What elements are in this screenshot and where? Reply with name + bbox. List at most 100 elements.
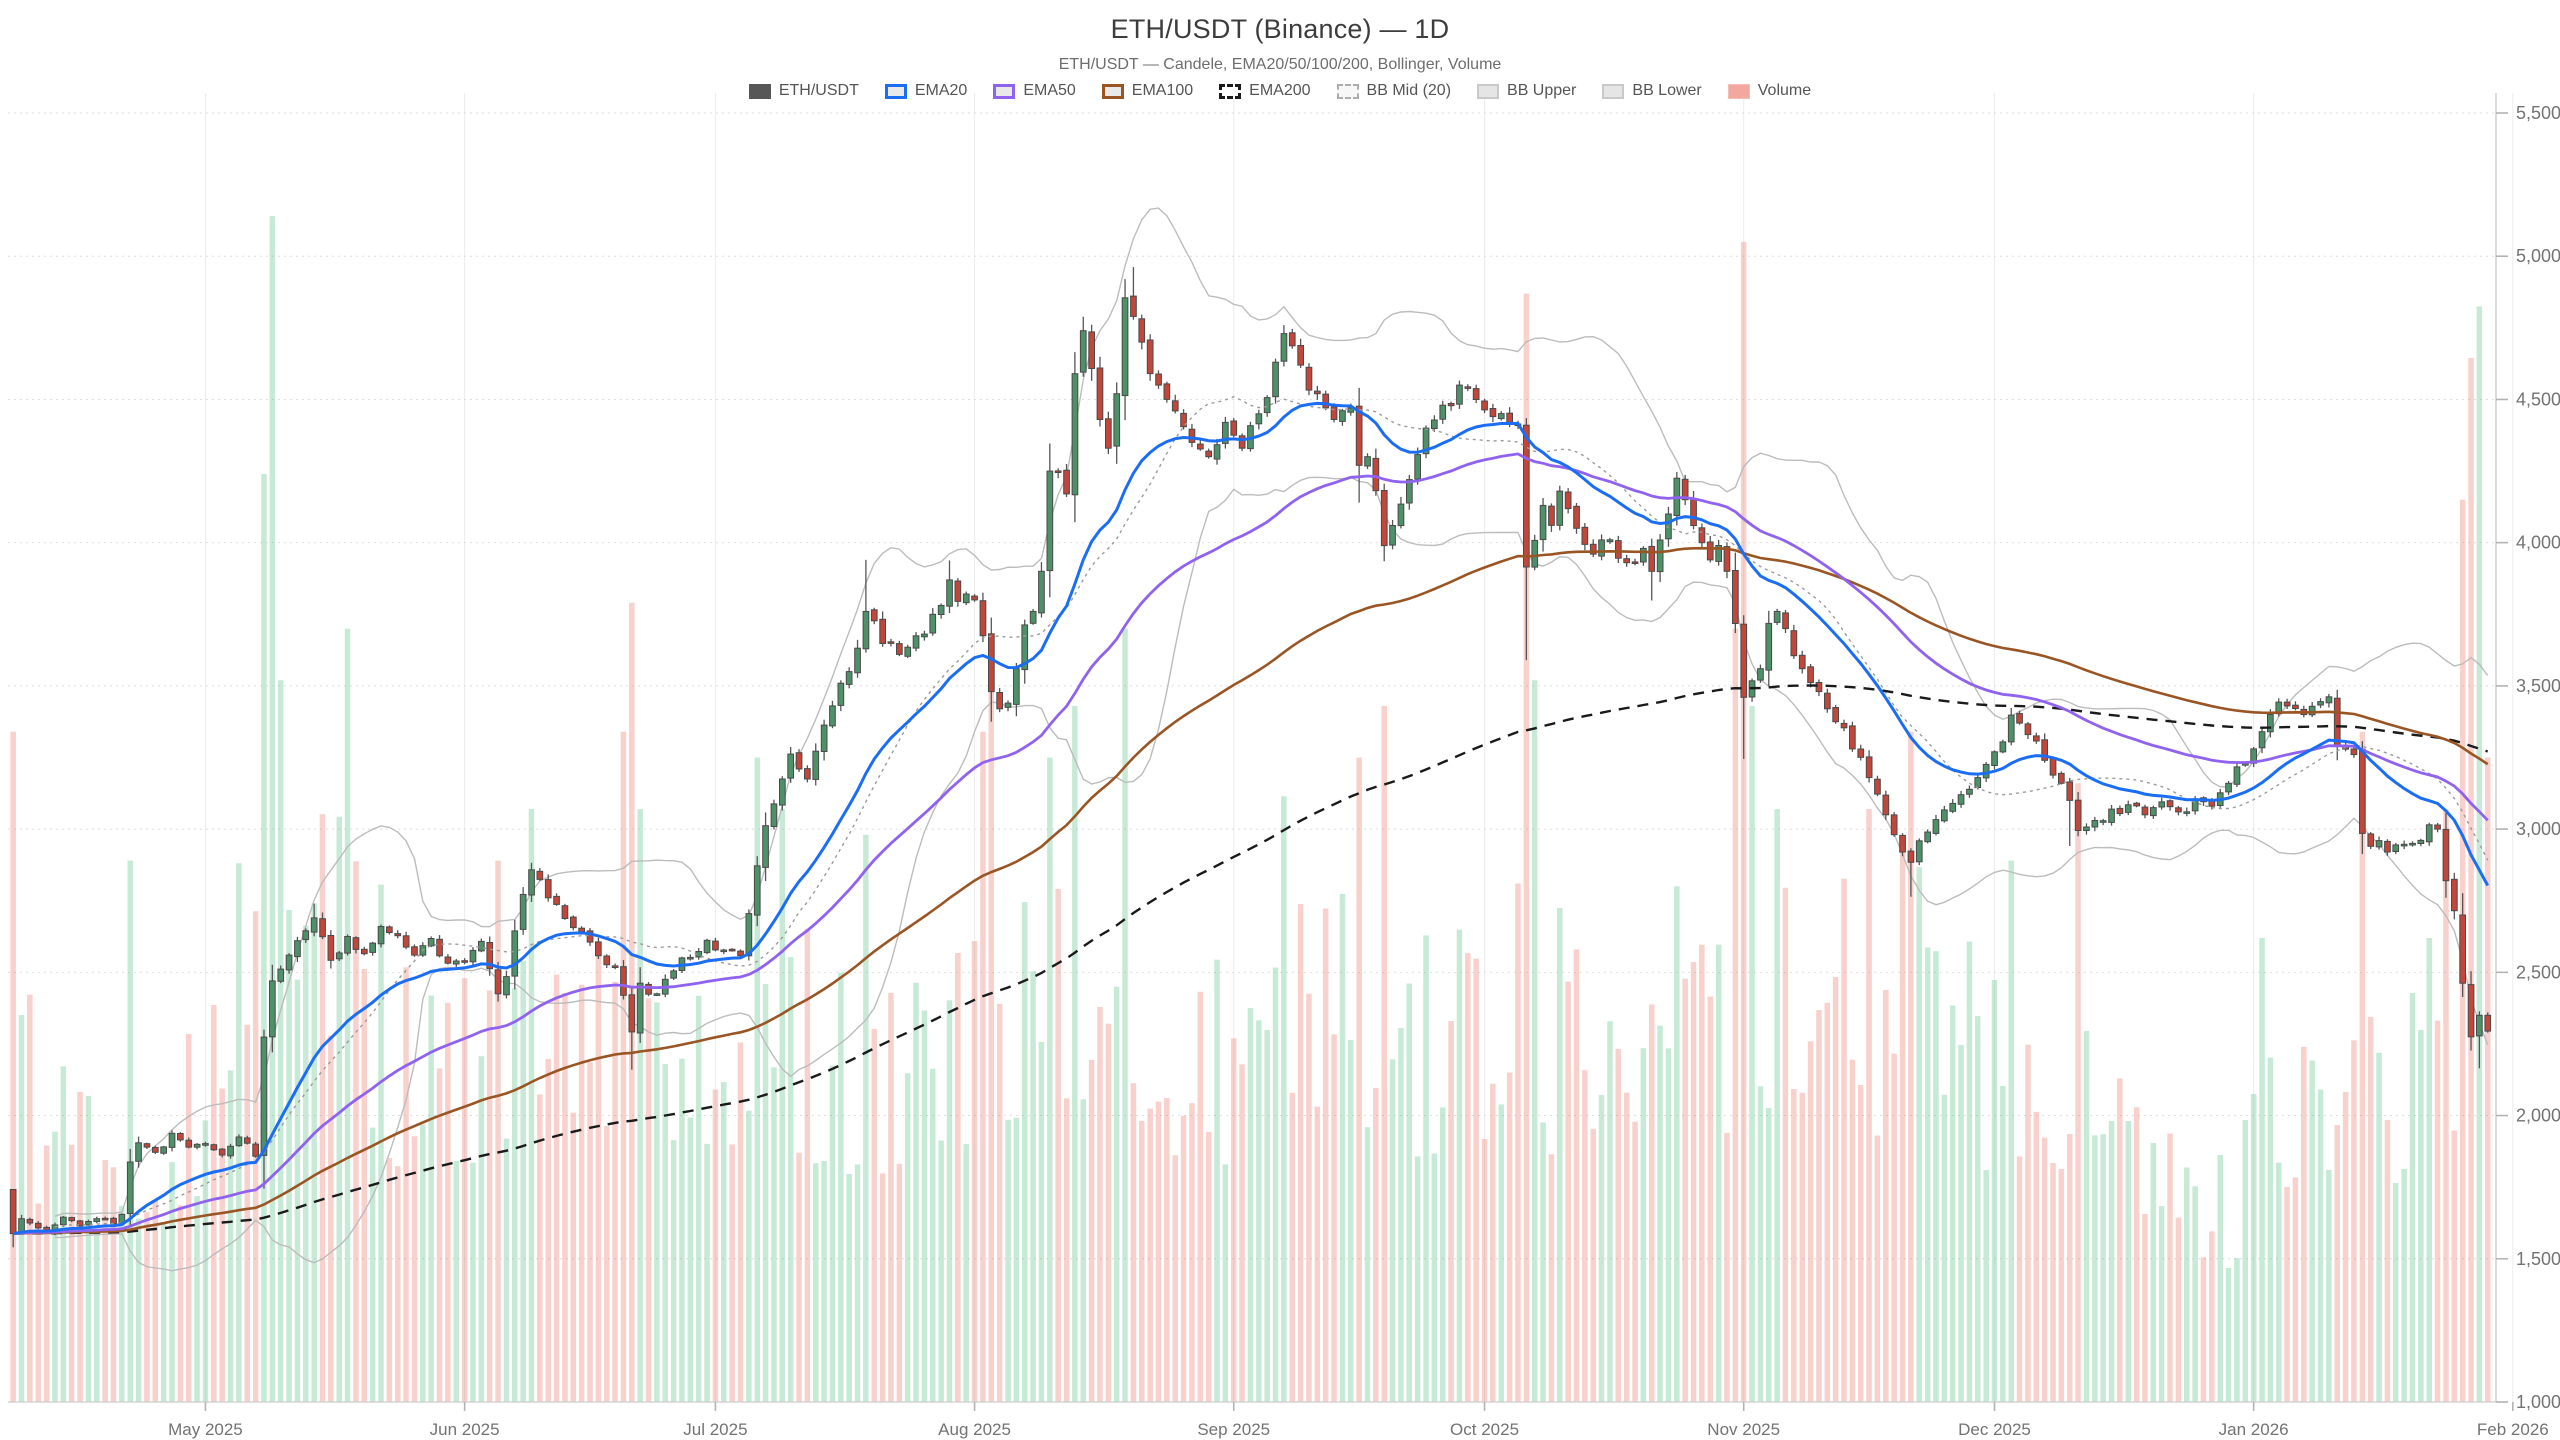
candle [1932,814,1940,836]
candle [636,967,644,1043]
candle [1489,403,1497,423]
candle [1322,390,1330,411]
candle [519,887,527,935]
candle [687,954,694,961]
candle [1548,503,1555,532]
candle [511,919,519,990]
legend-label: EMA200 [1249,82,1311,99]
candle [1531,534,1539,571]
candle [1205,448,1213,459]
y-axis-label: 5,000 [2516,246,2560,266]
candle [344,934,351,956]
candle [310,903,318,937]
candle [1456,380,1463,409]
candle [1431,415,1438,432]
candle [1280,325,1288,367]
x-axis-label: Jul 2025 [683,1420,747,1439]
candle [720,948,728,955]
legend-item: EMA20 [884,82,967,100]
candle [1029,608,1037,625]
candle [2175,805,2182,816]
candle [269,964,276,1053]
candle [436,935,443,958]
candle [1464,384,1472,392]
y-axis-label: 4,000 [2516,533,2560,553]
candle [1071,352,1079,523]
legend-swatch-icon [884,83,907,99]
candle [2317,698,2324,708]
candle [452,958,460,968]
candle [277,965,285,984]
candle [929,608,937,636]
candle [896,640,903,657]
candle [837,680,845,712]
candle [570,915,577,931]
candle [1840,719,1848,732]
candle [210,1143,218,1151]
candle [2083,823,2090,835]
candle [294,936,301,963]
candle [1874,775,1881,797]
candle [845,667,853,689]
x-axis-label: Sep 2025 [1197,1420,1270,1439]
candle [335,950,343,962]
candle [937,603,945,619]
legend-swatch-icon [1477,83,1500,99]
bollinger-band [54,207,2489,1272]
candle [327,930,335,969]
candle [1096,356,1104,427]
candle [653,992,661,997]
bb-mid-line [54,396,2489,1228]
candle [1355,387,1363,503]
legend-item: EMA50 [993,82,1076,100]
candle [1732,552,1739,634]
chart-title: ETH/USDT (Binance) — 1D [1110,14,1450,44]
candle [2116,805,2124,817]
x-axis-label: Aug 2025 [938,1420,1011,1439]
candle [369,941,376,956]
legend-label: BB Lower [1632,82,1702,99]
candle [1046,443,1054,598]
ema200-line [13,684,2489,1235]
candle [628,988,636,1070]
volume-bars [10,216,2491,1403]
candle [1155,370,1162,389]
candle [193,1143,201,1150]
candle [1397,496,1405,529]
legend-label: ETH/USDT [778,82,859,99]
candle [829,700,836,729]
candle [620,960,627,1000]
candle [1146,334,1154,381]
candle [2367,832,2375,849]
candle [703,938,711,955]
candle [319,912,326,940]
candle [670,969,677,981]
candle [427,936,435,948]
candle [2049,756,2057,779]
candle [1631,558,1639,566]
legend-swatch-icon [1101,83,1124,99]
legend-item: Volume [1727,82,1811,100]
candle [227,1143,234,1159]
candle [34,1221,42,1230]
x-axis-label: Jan 2026 [2219,1420,2289,1439]
candle [1698,523,1706,547]
candle [1966,785,1973,798]
candle [243,1135,251,1145]
candle [2033,732,2040,744]
candle [603,954,611,968]
candle [1088,324,1096,381]
candle [2124,800,2132,816]
y-axis-label: 1,500 [2516,1249,2560,1269]
candle [2442,812,2450,898]
candle [2258,726,2266,754]
axes: 1,000 1,500 2,000 2,500 3,000 3,500 4,000 4,500… [8,93,2560,1439]
legend-swatch-icon [748,83,771,99]
candle [1765,610,1773,687]
candle [1263,395,1271,417]
y-axis-label: 5,500 [2516,103,2560,123]
candle [1054,468,1062,479]
candle [2141,804,2149,819]
legend-swatch-icon [993,83,1016,99]
candle [1991,750,1998,770]
